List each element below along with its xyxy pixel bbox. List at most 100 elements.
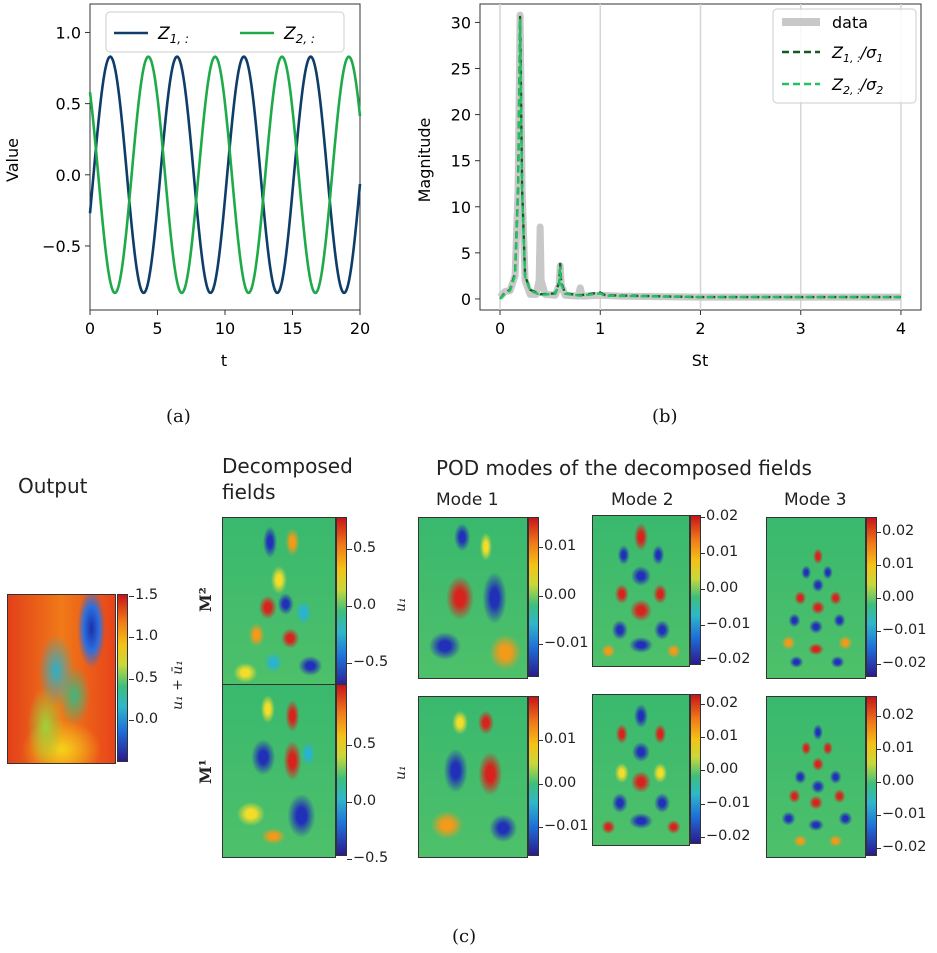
decomposed-colorbar-m1 xyxy=(336,684,347,856)
chart-a-legend: Z1, : Z2, : xyxy=(105,11,345,53)
legend-b-data-label: data xyxy=(832,13,868,32)
cbar-tick: 0.00 xyxy=(537,587,577,603)
cbar-tick: 0.02 xyxy=(875,523,915,539)
output-title: Output xyxy=(18,474,88,498)
cbar-tick: −0.02 xyxy=(699,651,751,667)
x-tick-label: 4 xyxy=(896,319,906,338)
decomposed-title: Decomposed fields xyxy=(222,454,353,504)
output-field-image xyxy=(7,594,116,764)
cbar-tick: 0.01 xyxy=(875,740,915,756)
cbar-tick: 0.00 xyxy=(875,773,915,789)
mode1-title: Mode 1 xyxy=(436,490,499,510)
cbar-tick: −0.02 xyxy=(699,828,751,844)
cbar-tick: −0.02 xyxy=(875,655,927,671)
mode1-colorbar-m1 xyxy=(528,696,539,856)
chart-a-ylabel: Value xyxy=(3,138,22,182)
mode3-field-m1 xyxy=(766,696,866,858)
cbar-tick: −0.5 xyxy=(346,654,389,670)
output-cbar-tick: 0.0 xyxy=(128,711,159,727)
row-label-m1: M¹ xyxy=(196,759,215,784)
cbar-tick: 0.00 xyxy=(699,580,739,596)
caption-a: (a) xyxy=(166,406,191,427)
y-tick-label: 20 xyxy=(451,106,471,125)
output-cbar-tick: 1.5 xyxy=(128,587,159,603)
cbar-tick: 0.01 xyxy=(699,544,739,560)
cbar-tick: 0.00 xyxy=(699,761,739,777)
mode-ylabel: u₁ xyxy=(393,765,409,780)
y-tick-label: 1.0 xyxy=(56,23,81,42)
legend-a-z2-label: Z2, : xyxy=(283,24,315,46)
caption-c: (c) xyxy=(452,926,477,947)
mode1-field-m2 xyxy=(418,517,528,679)
mode3-colorbar-m1 xyxy=(866,696,877,856)
cbar-tick: −0.01 xyxy=(537,818,589,834)
legend-a-z1-label: Z1, : xyxy=(157,24,189,46)
series-line-1 xyxy=(88,55,362,295)
cbar-tick: 0.0 xyxy=(346,597,377,613)
output-cbar-tick: 1.0 xyxy=(128,628,159,644)
decomposed-field-m1 xyxy=(222,684,336,858)
cbar-tick: −0.01 xyxy=(699,795,751,811)
cbar-tick: 0.00 xyxy=(537,775,577,791)
legend-b-z2-label: Z2, :/σ2 xyxy=(831,75,883,97)
decomposed-field-m2 xyxy=(222,517,336,691)
y-tick-label: −0.5 xyxy=(42,237,81,256)
cbar-tick: −0.01 xyxy=(537,635,589,651)
mode2-colorbar-m1 xyxy=(690,694,701,844)
x-tick-label: 2 xyxy=(695,319,705,338)
chart-a-xlabel: t xyxy=(221,351,227,370)
mode-ylabel: u₁ xyxy=(393,597,409,612)
caption-b: (b) xyxy=(652,406,678,427)
series-line-2 xyxy=(88,55,362,295)
cbar-tick: −0.01 xyxy=(875,806,927,822)
cbar-tick: 0.01 xyxy=(699,728,739,744)
x-tick-label: 1 xyxy=(595,319,605,338)
cbar-tick: 0.01 xyxy=(537,731,577,747)
cbar-tick: −0.5 xyxy=(346,850,389,866)
row-label-m2: M² xyxy=(196,587,215,612)
x-tick-label: 5 xyxy=(152,319,162,338)
x-tick-label: 20 xyxy=(350,319,370,338)
y-tick-label: 25 xyxy=(451,60,471,79)
y-tick-label: 15 xyxy=(451,152,471,171)
mode2-field-m1 xyxy=(592,694,690,846)
y-tick-label: 30 xyxy=(451,13,471,32)
cbar-tick: −0.01 xyxy=(699,616,751,632)
cbar-tick: 0.0 xyxy=(346,793,377,809)
x-tick-label: 0 xyxy=(85,319,95,338)
series-line-3 xyxy=(499,17,901,300)
x-tick-label: 3 xyxy=(796,319,806,338)
output-cbar-label: u₁ + ū₁ xyxy=(170,660,186,710)
cbar-tick: 0.02 xyxy=(875,707,915,723)
y-tick-label: 0.5 xyxy=(56,95,81,114)
x-tick-label: 10 xyxy=(215,319,235,338)
chart-b-legend: data Z1, :/σ1 Z2, :/σ2 xyxy=(772,8,917,104)
mode3-field-m2 xyxy=(766,517,866,679)
mode1-field-m1 xyxy=(418,696,528,858)
cbar-tick: −0.01 xyxy=(875,622,927,638)
mode2-title: Mode 2 xyxy=(611,490,674,510)
y-tick-label: 10 xyxy=(451,198,471,217)
cbar-tick: 0.02 xyxy=(699,508,739,524)
mode2-colorbar-m2 xyxy=(690,515,701,665)
y-tick-label: 0.0 xyxy=(56,166,81,185)
cbar-tick: 0.02 xyxy=(699,695,739,711)
cbar-tick: 0.00 xyxy=(875,589,915,605)
cbar-tick: 0.01 xyxy=(537,538,577,554)
x-tick-label: 15 xyxy=(282,319,302,338)
mode2-field-m2 xyxy=(592,515,690,667)
chart-b: 0 1 2 3 4 0 5 10 15 20 25 30 St Magnitude data Z1, … xyxy=(415,3,922,370)
cbar-tick: 0.5 xyxy=(346,736,377,752)
mode1-colorbar-m2 xyxy=(528,517,539,677)
chart-a: 0 5 10 15 20 −0.5 0.0 0.5 1.0 t Value Z1, : Z2, … xyxy=(3,3,370,370)
chart-b-xlabel: St xyxy=(692,351,708,370)
pod-title: POD modes of the decomposed fields xyxy=(436,456,812,480)
cbar-tick: −0.02 xyxy=(875,839,927,855)
chart-b-ylabel: Magnitude xyxy=(415,118,434,203)
cbar-tick: 0.01 xyxy=(875,556,915,572)
mode3-colorbar-m2 xyxy=(866,517,877,677)
mode3-title: Mode 3 xyxy=(784,490,847,510)
output-colorbar xyxy=(117,594,128,762)
decomposed-colorbar-m2 xyxy=(336,517,347,689)
output-cbar-tick: 0.5 xyxy=(128,670,159,686)
